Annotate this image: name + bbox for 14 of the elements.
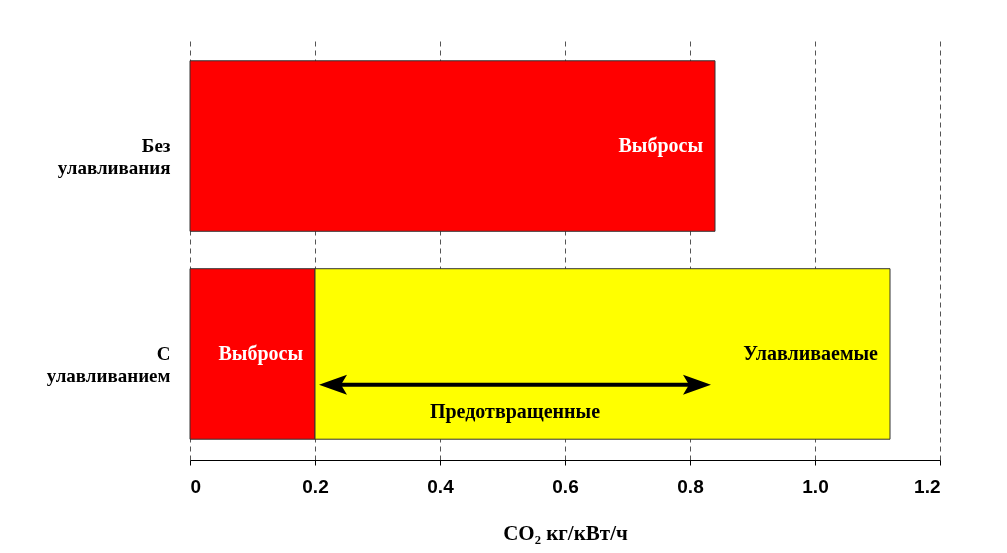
annotation: Предотвращенные: [429, 399, 601, 423]
text: Выбросы: [218, 341, 303, 364]
x-tick-label: 1.2: [914, 475, 941, 497]
x-tick-label: 0.6: [552, 475, 579, 497]
y-tick-label: С улавливанием: [46, 342, 171, 386]
x-tick-label: 0.8: [677, 475, 704, 497]
x-tick-label: 1.0: [802, 475, 829, 497]
x-tick-label: 0.4: [427, 475, 455, 497]
x-tick-label: 0: [190, 475, 202, 497]
y-tick-label: Без улавливания: [57, 135, 171, 179]
x-tick-label: 0.2: [302, 475, 329, 497]
series-label: Улавливаемые: [743, 341, 879, 364]
series-label: Выбросы: [618, 134, 704, 158]
x-axis-title: CO₂ кг/кВт/ч: [503, 520, 628, 545]
